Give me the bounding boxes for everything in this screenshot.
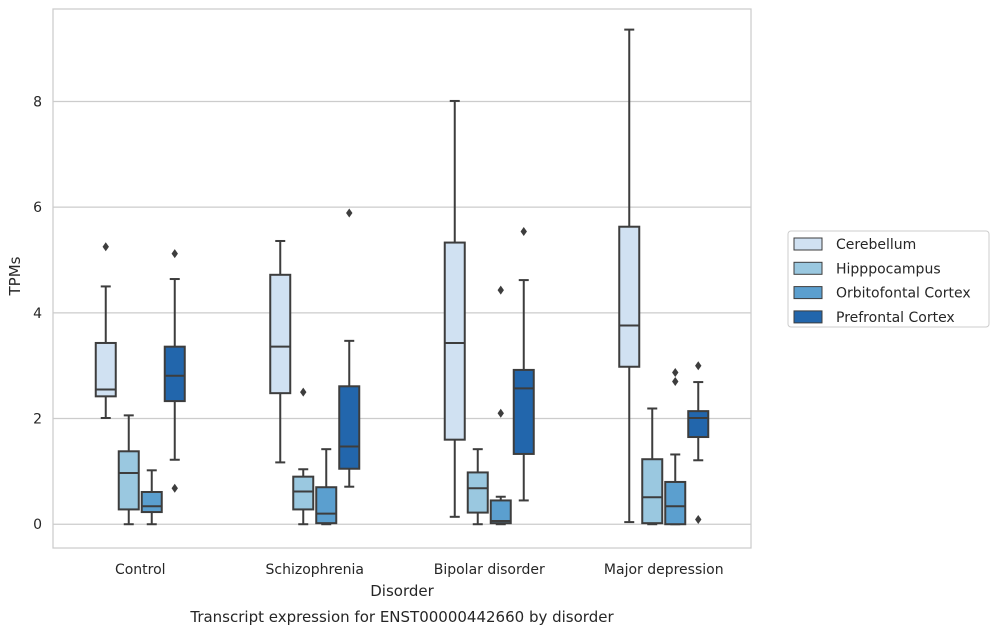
legend-label: Orbitofontal Cortex (836, 286, 971, 302)
box-iqr (338, 385, 361, 470)
y-tick-label: 0 (33, 517, 42, 533)
outlier-point (695, 514, 702, 524)
outlier-point (497, 408, 504, 418)
box-0-3 (163, 249, 186, 493)
box-1-2 (315, 448, 338, 526)
box-3-3 (687, 361, 710, 524)
y-tick-label: 6 (33, 200, 42, 216)
box-iqr (512, 368, 535, 455)
x-axis-label: Disorder (370, 582, 434, 600)
box-3-0 (618, 28, 641, 524)
y-tick-labels: 0 2 4 6 8 (33, 94, 42, 533)
outlier-point (300, 387, 307, 397)
legend-label: Prefrontal Cortex (836, 310, 955, 326)
box-2-0 (443, 99, 466, 518)
outlier-point (695, 361, 702, 371)
box-iqr (117, 450, 140, 511)
x-tick-label: Major depression (604, 562, 724, 578)
box-iqr (140, 490, 163, 514)
box-groups (94, 28, 710, 526)
y-axis-label: TPMs (6, 256, 24, 296)
legend-label: Hipppocampus (836, 261, 941, 277)
box-3-2 (664, 368, 687, 526)
legend-swatch (793, 310, 823, 324)
legend-swatch (793, 286, 823, 300)
x-tick-label: Control (115, 562, 166, 578)
outlier-point (520, 226, 527, 236)
legend-swatch (793, 237, 823, 251)
box-iqr (292, 475, 315, 511)
box-iqr (94, 341, 117, 398)
box-1-3 (338, 208, 361, 488)
y-tick-label: 4 (33, 306, 42, 322)
outlier-point (672, 368, 679, 378)
grid-lines (53, 100, 751, 525)
box-1-1 (292, 387, 315, 526)
box-2-1 (466, 448, 489, 526)
box-iqr (466, 471, 489, 514)
outlier-point (346, 208, 353, 218)
box-iqr (687, 410, 710, 439)
box-0-0 (94, 242, 117, 420)
box-iqr (269, 273, 292, 395)
box-iqr (641, 458, 664, 525)
outlier-point (171, 483, 178, 493)
outlier-point (672, 377, 679, 387)
y-tick-label: 8 (33, 94, 42, 110)
box-0-2 (140, 469, 163, 526)
x-tick-label: Bipolar disorder (434, 562, 545, 578)
box-1-0 (269, 239, 292, 464)
box-iqr (664, 480, 687, 526)
box-3-1 (641, 407, 664, 526)
outlier-point (497, 285, 504, 295)
y-tick-label: 2 (33, 412, 42, 428)
box-iqr (315, 486, 338, 525)
box-iqr (489, 499, 512, 525)
plot-area-frame (52, 8, 752, 549)
box-iqr (443, 241, 466, 441)
legend-label: Cerebellum (836, 237, 916, 253)
x-tick-labels: Control Schizophrenia Bipolar disorder Majo… (115, 562, 724, 578)
box-iqr (163, 345, 186, 403)
legend-swatch (793, 261, 823, 275)
box-0-1 (117, 414, 140, 526)
box-iqr (618, 225, 641, 368)
box-2-2 (489, 285, 512, 526)
x-tick-label: Schizophrenia (266, 562, 364, 578)
legend-frame (787, 230, 990, 328)
outlier-point (102, 242, 109, 252)
legend: Cerebellum Hipppocampus Orbitofontal Corte… (787, 230, 990, 328)
box-2-3 (512, 226, 535, 502)
chart-title: Transcript expression for ENST0000044266… (189, 608, 614, 626)
outlier-point (171, 249, 178, 259)
